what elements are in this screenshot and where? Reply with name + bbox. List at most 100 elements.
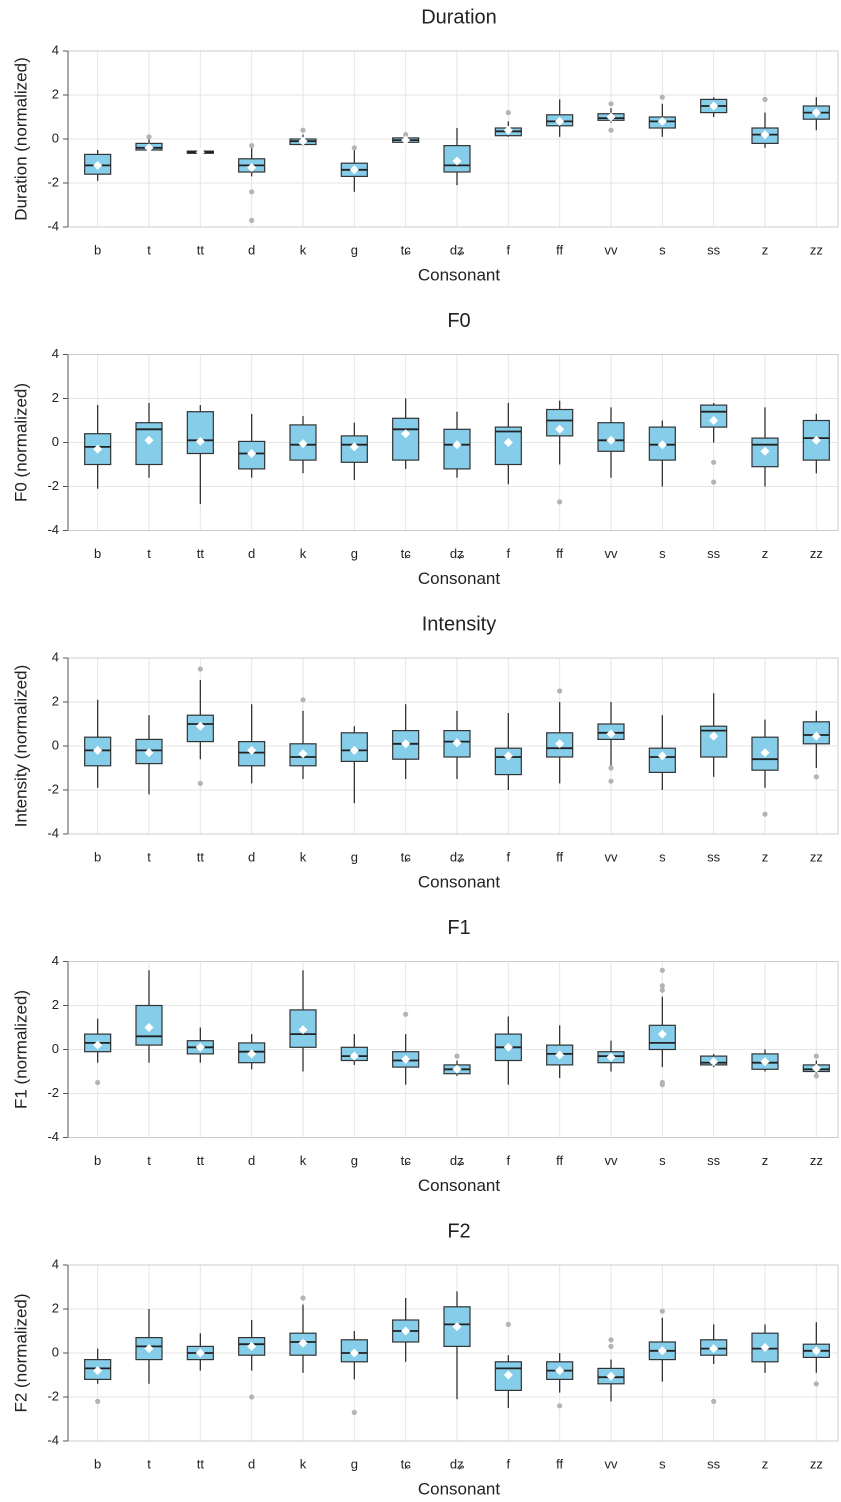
x-tick-label: s: [659, 1153, 666, 1168]
mean-marker: [93, 1040, 103, 1050]
mean-marker: [298, 1338, 308, 1348]
outlier: [249, 189, 255, 195]
x-tick-label: dʑ: [450, 1153, 464, 1168]
panel-title: Duration: [421, 6, 497, 28]
outlier: [608, 765, 614, 771]
x-tick-label: g: [351, 1456, 358, 1471]
outlier: [659, 94, 665, 100]
x-tick-label: tt: [197, 242, 205, 257]
y-tick-label: -2: [47, 1388, 59, 1403]
mean-marker: [247, 745, 257, 755]
outlier: [608, 101, 614, 107]
x-tick-label: b: [94, 546, 101, 561]
mean-marker: [760, 748, 770, 758]
x-tick-label: t: [147, 1456, 151, 1471]
outlier: [813, 1381, 819, 1387]
panel-title: F2: [447, 1220, 470, 1242]
mean-marker: [144, 435, 154, 445]
mean-marker: [401, 1054, 411, 1064]
box: [648, 426, 676, 461]
mean-marker: [606, 729, 616, 739]
outlier: [659, 983, 665, 989]
x-tick-label: b: [94, 1153, 101, 1168]
x-tick-label: b: [94, 1456, 101, 1471]
mean-marker: [247, 1341, 257, 1351]
mean-marker: [760, 446, 770, 456]
x-tick-label: ff: [556, 1456, 563, 1471]
y-tick-label: -2: [47, 781, 59, 796]
y-axis-label: F0 (normalized): [11, 383, 30, 502]
mean-marker: [93, 444, 103, 454]
mean-marker: [349, 165, 359, 175]
x-tick-label: ss: [707, 1456, 721, 1471]
outlier: [300, 127, 306, 133]
mean-marker: [760, 1343, 770, 1352]
x-tick-label: b: [94, 242, 101, 257]
mean-marker: [452, 738, 462, 748]
mean-marker: [503, 751, 513, 761]
mean-marker: [657, 440, 667, 450]
mean-marker: [503, 125, 513, 135]
x-tick-label: tt: [197, 849, 205, 864]
mean-marker: [349, 442, 359, 452]
y-tick-label: -4: [47, 1129, 59, 1144]
mean-marker: [555, 1366, 565, 1376]
mean-marker: [349, 745, 359, 755]
outlier: [762, 96, 768, 102]
x-tick-label: ff: [556, 1153, 563, 1168]
outlier: [608, 127, 614, 133]
mean-marker: [760, 130, 770, 140]
x-tick-label: t: [147, 1153, 151, 1168]
outlier: [557, 499, 563, 505]
y-tick-label: 4: [52, 346, 59, 361]
y-tick-label: 4: [52, 42, 59, 57]
x-tick-label: g: [351, 849, 358, 864]
outlier: [300, 697, 306, 703]
outlier: [403, 132, 409, 138]
mean-marker: [555, 1050, 565, 1060]
x-tick-label: z: [762, 849, 769, 864]
x-tick-label: zz: [810, 1456, 823, 1471]
mean-marker: [93, 745, 103, 755]
mean-marker: [144, 143, 154, 153]
y-tick-label: 0: [52, 737, 59, 752]
x-tick-label: tɕ: [401, 849, 412, 864]
y-tick-label: -2: [47, 1085, 59, 1100]
x-tick-label: zz: [810, 242, 823, 257]
mean-marker: [93, 160, 103, 170]
x-tick-label: d: [248, 849, 255, 864]
x-tick-label: tɕ: [401, 1153, 412, 1168]
y-tick-label: 0: [52, 1041, 59, 1056]
mean-marker: [401, 1326, 411, 1336]
x-tick-label: ss: [707, 849, 721, 864]
y-tick-label: 0: [52, 434, 59, 449]
outlier: [454, 1053, 460, 1059]
box: [186, 411, 214, 455]
x-tick-label: s: [659, 546, 666, 561]
outlier: [403, 1011, 409, 1017]
x-tick-label: f: [507, 1456, 511, 1471]
mean-marker: [144, 1344, 154, 1354]
x-tick-label: f: [507, 849, 511, 864]
mean-marker: [452, 1322, 462, 1332]
x-tick-label: z: [762, 1456, 769, 1471]
outlier: [197, 780, 203, 787]
x-axis-label: Consonant: [418, 569, 501, 588]
x-tick-label: z: [762, 242, 769, 257]
outlier: [557, 688, 563, 694]
mean-marker: [811, 1346, 821, 1356]
x-tick-label: d: [248, 1153, 255, 1168]
y-tick-label: 2: [52, 997, 59, 1012]
panel-title: F0: [447, 310, 470, 332]
panel-title: Intensity: [422, 613, 496, 635]
outlier: [711, 1398, 717, 1404]
mean-marker: [298, 439, 308, 449]
x-tick-label: dʑ: [450, 546, 464, 561]
mean-marker: [606, 112, 616, 122]
outlier: [557, 1403, 563, 1409]
mean-marker: [247, 163, 257, 173]
y-tick-label: 4: [52, 953, 59, 968]
mean-marker: [401, 135, 411, 145]
y-axis-label: Intensity (normalized): [11, 665, 30, 828]
x-tick-label: k: [300, 546, 307, 561]
